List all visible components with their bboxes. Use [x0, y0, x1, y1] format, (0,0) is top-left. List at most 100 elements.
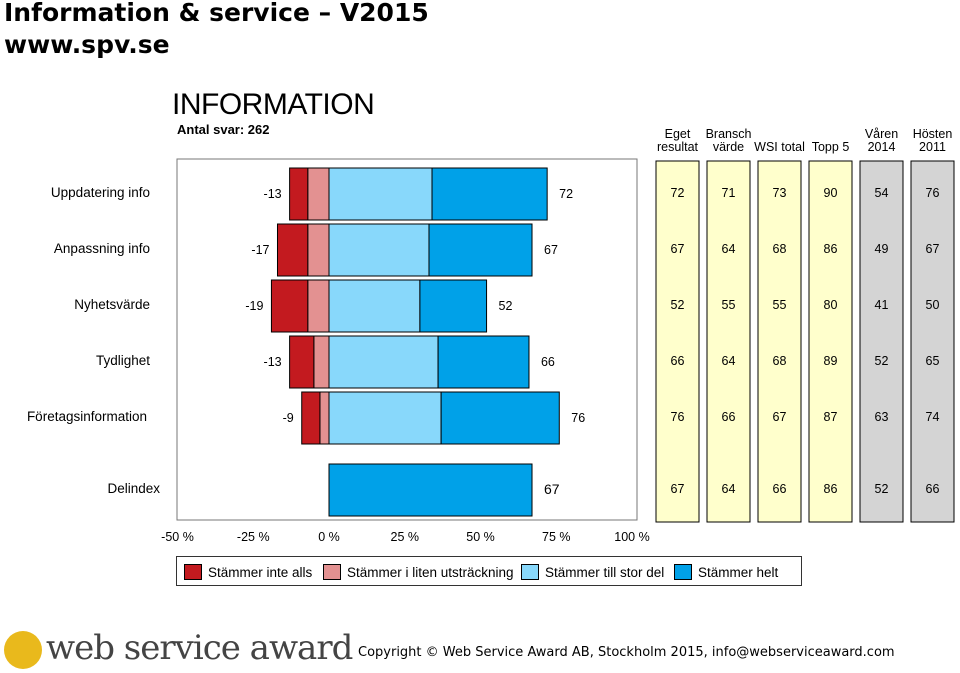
- bar-segment-helt: [419, 279, 488, 333]
- page-title: Information & service – V2015: [4, 0, 429, 27]
- pos-value-label: 72: [559, 187, 573, 201]
- x-tick-label: -50 %: [161, 530, 194, 544]
- bar-segment-inte-alls: [270, 279, 309, 333]
- bar-segment-stor-del: [328, 391, 442, 445]
- table-cell: 41: [874, 298, 889, 312]
- x-tick-label: 75 %: [542, 530, 571, 544]
- table-cell: 67: [925, 242, 940, 256]
- column-header: Bransch värde: [705, 127, 752, 154]
- table-cell: 66: [772, 482, 787, 496]
- bar-segment-liten: [307, 223, 330, 277]
- bar-segment-helt: [428, 223, 533, 277]
- table-column-bg: [910, 160, 955, 523]
- bar-segment-stor-del: [328, 335, 439, 389]
- legend-swatch: [184, 564, 202, 580]
- legend-item-helt: Stämmer helt: [674, 564, 778, 580]
- bar-segment-stor-del: [328, 279, 421, 333]
- neg-value-label: -13: [264, 187, 282, 201]
- table-cell: 67: [772, 410, 787, 424]
- legend-label: Stämmer helt: [698, 564, 779, 580]
- legend-label: Stämmer till stor del: [545, 564, 665, 580]
- bar-segment-inte-alls: [276, 223, 309, 277]
- neg-value-label: -17: [251, 243, 269, 257]
- plot-frame: [176, 158, 638, 521]
- table-cell: 74: [925, 410, 940, 424]
- table-cell: 67: [670, 482, 685, 496]
- table-column-bg: [655, 160, 700, 523]
- row-label: Anpassning info: [53, 241, 150, 256]
- table-cell: 64: [721, 354, 736, 368]
- table-cell: 89: [823, 354, 838, 368]
- table-cell: 63: [874, 410, 889, 424]
- table-cell: 66: [670, 354, 685, 368]
- table-cell: 87: [823, 410, 838, 424]
- table-cell: 76: [670, 410, 685, 424]
- pos-value-label: 76: [571, 411, 585, 425]
- table-cell: 80: [823, 298, 838, 312]
- column-header: WSI total: [754, 140, 805, 154]
- logo-icon: [4, 631, 42, 669]
- legend-swatch: [521, 564, 539, 580]
- table-column-bg: [859, 160, 904, 523]
- bar-segment-inte-alls: [301, 391, 321, 445]
- table-cell: 52: [670, 298, 685, 312]
- bar-segment-inte-alls: [289, 167, 309, 221]
- legend-swatch: [323, 564, 341, 580]
- column-header: Topp 5: [811, 140, 850, 154]
- bar-segment-helt: [437, 335, 530, 389]
- table-cell: 52: [874, 482, 889, 496]
- bar-segment-helt: [440, 391, 560, 445]
- pos-value-label: 67: [544, 243, 558, 257]
- table-cell: 65: [925, 354, 940, 368]
- table-cell: 68: [772, 242, 787, 256]
- table-cell: 55: [772, 298, 787, 312]
- bar-segment-helt: [328, 463, 533, 517]
- bar-segment-helt: [431, 167, 548, 221]
- legend-item-liten: Stämmer i liten utsträckning: [323, 564, 514, 580]
- table-column-bg: [757, 160, 802, 523]
- legend-item-inte-alls: Stämmer inte alls: [184, 564, 312, 580]
- neg-value-label: -13: [264, 355, 282, 369]
- responses-count: Antal svar: 262: [177, 122, 270, 137]
- chart-legend: Stämmer inte alls Stämmer i liten utsträ…: [176, 556, 802, 586]
- table-column-bg: [808, 160, 853, 523]
- bar-segment-liten: [307, 167, 330, 221]
- table-cell: 54: [874, 186, 889, 200]
- table-cell: 50: [925, 298, 940, 312]
- table-column-bg: [706, 160, 751, 523]
- pos-value-label: 67: [544, 481, 560, 497]
- diverging-bar-chart: -13 72 -17 67 -19 52 -13 66 -9 76 67: [176, 158, 955, 523]
- pos-value-label: 66: [541, 355, 555, 369]
- x-tick-label: -25 %: [236, 530, 270, 544]
- table-cell: 86: [823, 482, 838, 496]
- bar-segment-stor-del: [328, 223, 430, 277]
- neg-value-label: -19: [245, 299, 263, 313]
- row-label: Tydlighet: [95, 353, 150, 368]
- bar-segment-inte-alls: [289, 335, 315, 389]
- pos-value-label: 52: [499, 299, 513, 313]
- column-header: Hösten 2011: [912, 127, 953, 154]
- row-label: Nyhetsvärde: [74, 297, 150, 312]
- site-url: www.spv.se: [4, 30, 170, 59]
- section-title: INFORMATION: [172, 88, 375, 121]
- table-cell: 90: [823, 186, 838, 200]
- table-cell: 76: [925, 186, 940, 200]
- table-cell: 66: [721, 410, 736, 424]
- legend-label: Stämmer inte alls: [208, 564, 313, 580]
- x-tick-label: 25 %: [390, 530, 420, 544]
- table-cell: 66: [925, 482, 940, 496]
- x-tick-label: 100 %: [614, 530, 650, 544]
- table-cell: 73: [772, 186, 787, 200]
- bar-segment-stor-del: [328, 167, 433, 221]
- row-label: Företagsinformation: [26, 409, 147, 424]
- table-cell: 71: [721, 186, 736, 200]
- legend-swatch: [674, 564, 692, 580]
- row-label: Uppdatering info: [50, 185, 150, 200]
- table-cell: 49: [874, 242, 889, 256]
- table-cell: 72: [670, 186, 685, 200]
- table-cell: 68: [772, 354, 787, 368]
- neg-value-label: -9: [283, 411, 294, 425]
- column-header: Våren 2014: [864, 127, 899, 154]
- column-header: Eget resultat: [657, 127, 698, 154]
- copyright-text: Copyright © Web Service Award AB, Stockh…: [358, 645, 895, 660]
